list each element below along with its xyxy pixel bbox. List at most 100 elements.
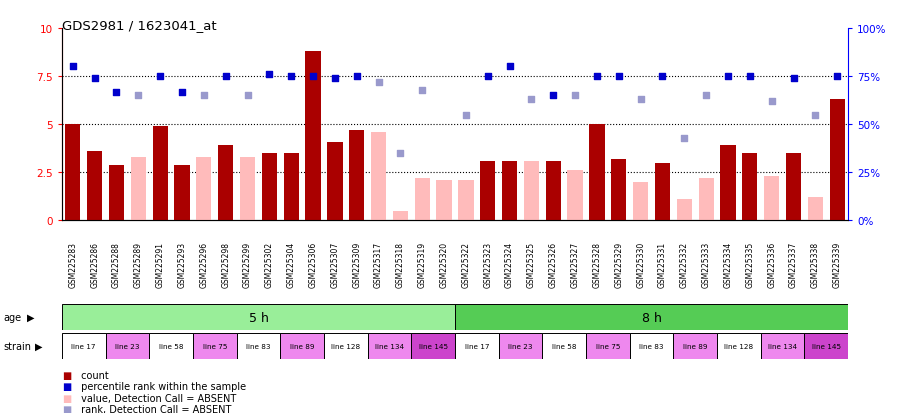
Bar: [149, 333, 193, 359]
Point: [371, 79, 386, 86]
Bar: [411, 333, 455, 359]
Point: [502, 64, 517, 71]
Bar: [284, 154, 298, 221]
Text: GSM225326: GSM225326: [549, 241, 558, 287]
Bar: [280, 333, 324, 359]
Text: GSM225298: GSM225298: [221, 241, 230, 287]
Text: percentile rank within the sample: percentile rank within the sample: [78, 381, 247, 391]
Point: [349, 74, 364, 80]
Point: [590, 74, 604, 80]
Text: GSM225309: GSM225309: [352, 241, 361, 287]
Point: [612, 74, 626, 80]
Text: GDS2981 / 1623041_at: GDS2981 / 1623041_at: [62, 19, 217, 31]
Text: GSM225289: GSM225289: [134, 241, 143, 287]
Bar: [131, 158, 146, 221]
Bar: [109, 165, 124, 221]
Text: GSM225288: GSM225288: [112, 242, 121, 287]
Bar: [612, 159, 626, 221]
Text: line 17: line 17: [465, 343, 489, 349]
Point: [524, 97, 539, 103]
Point: [699, 93, 713, 100]
Point: [830, 74, 844, 80]
Text: GSM225333: GSM225333: [702, 241, 711, 287]
Text: line 134: line 134: [375, 343, 404, 349]
Text: ■: ■: [62, 404, 71, 413]
Bar: [761, 333, 804, 359]
Point: [743, 74, 757, 80]
Bar: [349, 131, 364, 221]
Point: [633, 97, 648, 103]
Bar: [542, 333, 586, 359]
Point: [109, 89, 124, 95]
Text: GSM225327: GSM225327: [571, 241, 580, 287]
Point: [459, 112, 473, 119]
Text: 5 h: 5 h: [248, 311, 268, 324]
Bar: [590, 125, 604, 221]
Bar: [455, 304, 848, 330]
Bar: [306, 52, 320, 221]
Bar: [673, 333, 717, 359]
Bar: [153, 127, 167, 221]
Bar: [699, 179, 713, 221]
Bar: [677, 200, 692, 221]
Bar: [568, 171, 582, 221]
Point: [262, 72, 277, 78]
Bar: [193, 333, 237, 359]
Bar: [62, 304, 455, 330]
Text: ▶: ▶: [27, 312, 35, 323]
Text: 8 h: 8 h: [642, 311, 662, 324]
Bar: [237, 333, 280, 359]
Bar: [368, 333, 411, 359]
Bar: [459, 180, 473, 221]
Bar: [502, 161, 517, 221]
Point: [284, 74, 298, 80]
Text: line 83: line 83: [640, 343, 663, 349]
Text: GSM225283: GSM225283: [68, 241, 77, 287]
Point: [393, 150, 408, 157]
Point: [153, 74, 167, 80]
Point: [480, 74, 495, 80]
Text: line 145: line 145: [812, 343, 841, 349]
Text: line 128: line 128: [331, 343, 360, 349]
Point: [218, 74, 233, 80]
Point: [568, 93, 582, 100]
Bar: [66, 125, 80, 221]
Bar: [586, 333, 630, 359]
Text: line 17: line 17: [72, 343, 96, 349]
Text: GSM225335: GSM225335: [745, 241, 754, 287]
Text: GSM225299: GSM225299: [243, 241, 252, 287]
Text: GSM225323: GSM225323: [483, 241, 492, 287]
Text: GSM225307: GSM225307: [330, 241, 339, 287]
Text: GSM225329: GSM225329: [614, 241, 623, 287]
Point: [655, 74, 670, 80]
Text: GSM225325: GSM225325: [527, 241, 536, 287]
Text: GSM225332: GSM225332: [680, 241, 689, 287]
Text: ▶: ▶: [35, 341, 42, 351]
Text: GSM225331: GSM225331: [658, 241, 667, 287]
Text: GSM225328: GSM225328: [592, 241, 602, 287]
Bar: [393, 211, 408, 221]
Bar: [655, 163, 670, 221]
Text: GSM225318: GSM225318: [396, 241, 405, 287]
Text: line 58: line 58: [552, 343, 576, 349]
Text: GSM225293: GSM225293: [177, 241, 187, 287]
Text: GSM225286: GSM225286: [90, 241, 99, 287]
Text: GSM225302: GSM225302: [265, 241, 274, 287]
Text: GSM225296: GSM225296: [199, 241, 208, 287]
Bar: [546, 161, 561, 221]
Text: GSM225291: GSM225291: [156, 241, 165, 287]
Bar: [630, 333, 673, 359]
Bar: [62, 333, 106, 359]
Bar: [371, 133, 386, 221]
Point: [721, 74, 735, 80]
Text: GSM225336: GSM225336: [767, 241, 776, 287]
Bar: [717, 333, 761, 359]
Bar: [175, 165, 189, 221]
Text: line 89: line 89: [290, 343, 314, 349]
Text: age: age: [4, 312, 22, 323]
Text: line 75: line 75: [596, 343, 620, 349]
Text: GSM225317: GSM225317: [374, 241, 383, 287]
Bar: [721, 146, 735, 221]
Text: line 23: line 23: [116, 343, 139, 349]
Text: GSM225337: GSM225337: [789, 241, 798, 287]
